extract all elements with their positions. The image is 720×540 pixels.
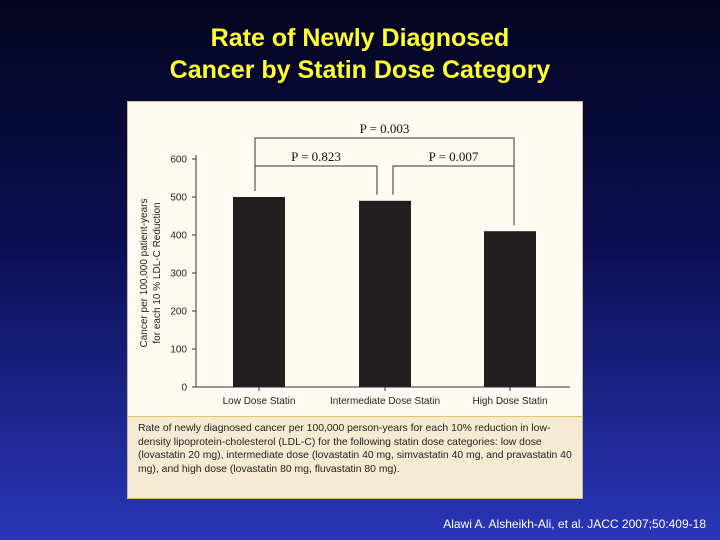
- bar: [233, 197, 285, 387]
- y-tick-label: 0: [181, 383, 187, 394]
- x-category-label: Intermediate Dose Statin: [330, 396, 440, 407]
- y-tick-label: 200: [170, 307, 187, 318]
- y-tick-label: 600: [170, 155, 187, 166]
- citation: Alawi A. Alsheikh-Ali, et al. JACC 2007;…: [443, 517, 706, 531]
- y-axis-label-line-2: for each 10 % LDL-C Reduction: [152, 202, 163, 343]
- slide-title: Rate of Newly Diagnosed Cancer by Statin…: [0, 22, 720, 86]
- bar: [359, 200, 411, 387]
- p-value-label: P = 0.003: [360, 121, 410, 136]
- p-value-label: P = 0.823: [291, 149, 341, 164]
- y-axis-label-line-1: Cancer per 100,000 patient-years: [139, 199, 150, 348]
- y-tick-label: 300: [170, 269, 187, 280]
- p-value-label: P = 0.007: [429, 149, 479, 164]
- y-tick-label: 100: [170, 345, 187, 356]
- significance-bracket: [254, 165, 378, 195]
- x-category-label: High Dose Statin: [472, 396, 547, 407]
- bar: [484, 231, 536, 387]
- y-tick-label: 400: [170, 231, 187, 242]
- figure-caption: Rate of newly diagnosed cancer per 100,0…: [128, 416, 582, 498]
- x-category-label: Low Dose Statin: [223, 396, 296, 407]
- y-tick-label: 500: [170, 193, 187, 204]
- caption-text: Rate of newly diagnosed cancer per 100,0…: [138, 423, 572, 475]
- title-line-1: Rate of Newly Diagnosed: [210, 24, 510, 52]
- title-line-2: Cancer by Statin Dose Category: [169, 56, 551, 84]
- significance-bracket: [392, 165, 515, 226]
